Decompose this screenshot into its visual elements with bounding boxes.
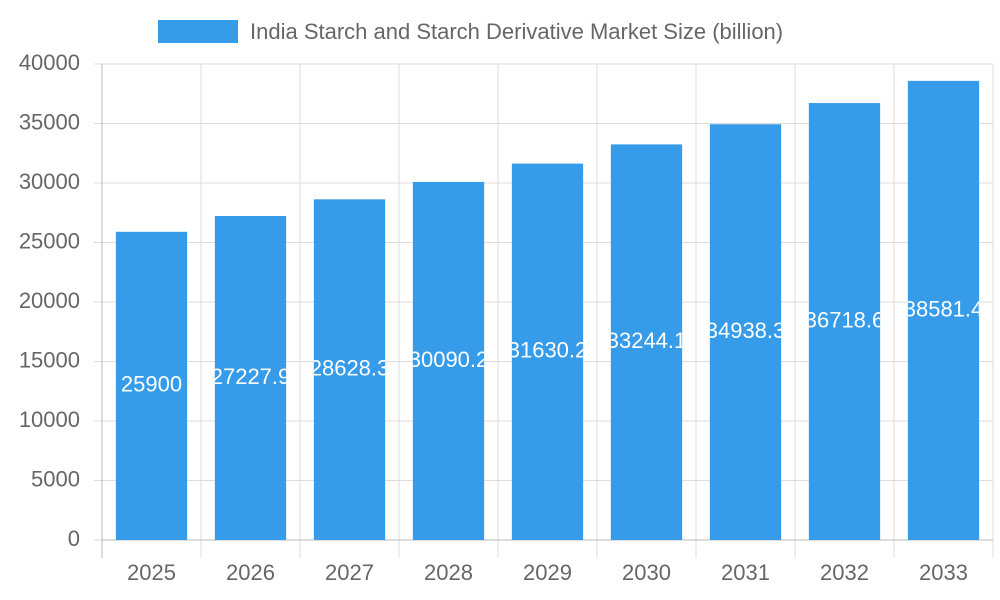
data-label: 31630.2: [508, 338, 588, 363]
legend-swatch: [158, 20, 238, 43]
data-label: 28628.3: [310, 355, 390, 380]
data-label: 30090.2: [409, 347, 489, 372]
y-tick-label: 15000: [19, 347, 80, 372]
y-tick-label: 40000: [19, 50, 80, 75]
y-tick-label: 10000: [19, 407, 80, 432]
x-tick-label: 2031: [721, 560, 770, 585]
x-tick-label: 2025: [127, 560, 176, 585]
bar: [214, 215, 287, 541]
data-label: 36718.6: [805, 307, 885, 332]
bar: [808, 103, 881, 541]
x-tick-label: 2026: [226, 560, 275, 585]
x-tick-label: 2028: [424, 560, 473, 585]
x-tick-label: 2029: [523, 560, 572, 585]
x-tick-label: 2032: [820, 560, 869, 585]
data-label: 38581.4: [904, 296, 984, 321]
data-label: 34938.3: [706, 318, 786, 343]
y-tick-label: 35000: [19, 109, 80, 134]
x-tick-label: 2030: [622, 560, 671, 585]
x-tick-label: 2033: [919, 560, 968, 585]
y-tick-label: 25000: [19, 228, 80, 253]
bar: [511, 163, 584, 540]
bar: [907, 80, 980, 540]
bar: [313, 199, 386, 540]
data-label: 33244.1: [607, 328, 687, 353]
bar: [610, 144, 683, 540]
bar: [115, 231, 188, 541]
bar: [412, 181, 485, 540]
y-tick-label: 20000: [19, 288, 80, 313]
y-tick-label: 5000: [31, 466, 80, 491]
data-label: 25900: [121, 372, 182, 397]
y-tick-label: 0: [68, 526, 80, 551]
legend-label: India Starch and Starch Derivative Marke…: [250, 19, 783, 44]
x-tick-label: 2027: [325, 560, 374, 585]
bar: [709, 124, 782, 541]
y-tick-label: 30000: [19, 169, 80, 194]
data-label: 27227.9: [211, 364, 291, 389]
